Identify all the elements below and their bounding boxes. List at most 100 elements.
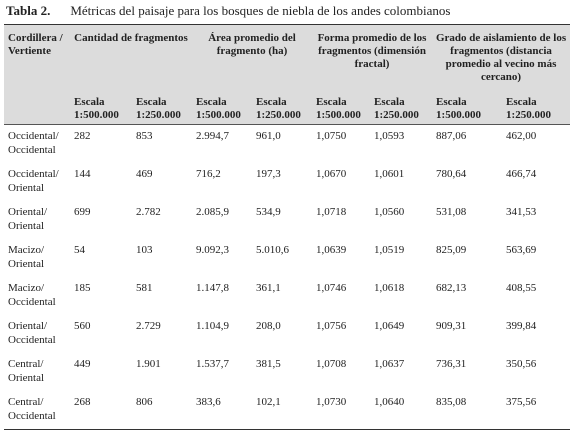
cell: 1,0718	[316, 206, 347, 218]
cell: 1,0730	[316, 396, 347, 408]
cell: 1,0519	[374, 244, 405, 256]
cell: 208,0	[256, 320, 281, 332]
cell: 534,9	[256, 206, 281, 218]
table-row: Central/ Occidental 268 806 383,6 102,1 1,073…	[4, 391, 571, 430]
cell: 399,84	[506, 320, 537, 332]
table-row: Oriental/ Occidental 560 2.729 1.104,9 208,0…	[4, 315, 570, 353]
subheader-cell: Escala 1:500.000	[432, 94, 503, 125]
cell: 2.085,9	[196, 206, 230, 218]
group-header: Forma promedio de los fragmentos (dimens…	[312, 24, 433, 94]
subheader-cell: Escala 1:250.000	[370, 94, 433, 125]
cell: 5.010,6	[256, 244, 290, 256]
cell: 909,31	[436, 320, 467, 332]
subheader-cell: Escala 1:500.000	[70, 94, 132, 125]
row-label: Occidental/ Occidental	[8, 130, 59, 156]
cell: 361,1	[256, 282, 281, 294]
cell: 54	[74, 244, 85, 256]
subheader: Escala 1:500.000	[196, 96, 241, 121]
cell: 282	[74, 130, 91, 142]
cell: 268	[74, 396, 91, 408]
cell: 102,1	[256, 396, 281, 408]
table-row: Macizo/ Occidental 185 581 1.147,8 361,1 1,07…	[4, 277, 570, 315]
cell: 1.147,8	[196, 282, 230, 294]
cell: 835,08	[436, 396, 467, 408]
caption-text: Métricas del paisaje para los bosques de…	[70, 3, 451, 18]
subheader-cell: Escala 1:250.000	[252, 94, 313, 125]
cell: 381,5	[256, 358, 281, 370]
subheader-cell: Escala 1:500.000	[312, 94, 371, 125]
group-header: Área promedio del fragmento (ha)	[192, 24, 313, 94]
cell: 1,0560	[374, 206, 405, 218]
data-table: Cordillera / Vertiente Cantidad de fragme…	[4, 24, 571, 430]
cell: 961,0	[256, 130, 281, 142]
cell: 716,2	[196, 168, 221, 180]
cell: 1.104,9	[196, 320, 230, 332]
cell: 1,0756	[316, 320, 347, 332]
cell: 1,0750	[316, 130, 347, 142]
cell: 144	[74, 168, 91, 180]
cell: 383,6	[196, 396, 221, 408]
cell: 350,56	[506, 358, 537, 370]
subheader: Escala 1:250.000	[256, 96, 301, 121]
subheader: Escala 1:250.000	[136, 96, 181, 121]
row-label: Central/ Oriental	[8, 358, 45, 384]
caption-label: Tabla 2.	[6, 3, 51, 18]
cell: 682,13	[436, 282, 467, 294]
subheader: Escala 1:500.000	[74, 96, 119, 121]
cell: 1.537,7	[196, 358, 230, 370]
cell: 736,31	[436, 358, 467, 370]
cell: 408,55	[506, 282, 537, 294]
cell: 466,74	[506, 168, 537, 180]
cell: 197,3	[256, 168, 281, 180]
cell: 449	[74, 358, 91, 370]
row-label: Oriental/ Occidental	[8, 320, 56, 346]
cell: 9.092,3	[196, 244, 230, 256]
cell: 1.901	[136, 358, 161, 370]
subheader: Escala 1:250.000	[374, 96, 419, 121]
cell: 563,69	[506, 244, 537, 256]
header-row: Cordillera / Vertiente Cantidad de fragme…	[4, 24, 571, 125]
cell: 1,0601	[374, 168, 405, 180]
row-label: Macizo/ Occidental	[8, 282, 56, 308]
cell: 825,09	[436, 244, 467, 256]
cell: 699	[74, 206, 91, 218]
cell: 1,0746	[316, 282, 347, 294]
cell: 1,0593	[374, 130, 405, 142]
cell: 1,0618	[374, 282, 405, 294]
cell: 185	[74, 282, 91, 294]
cell: 1,0640	[374, 396, 405, 408]
subheader-cell: Escala 1:250.000	[132, 94, 193, 125]
table-body: Occidental/ Occidental 282 853 2.994,7 961,0…	[4, 125, 571, 430]
subheader-row: Escala 1:500.000 Escala 1:250.000 Escala 1…	[4, 94, 571, 125]
cell: 2.994,7	[196, 130, 230, 142]
cell: 1,0639	[316, 244, 347, 256]
cell: 581	[136, 282, 153, 294]
cell: 2.782	[136, 206, 161, 218]
table-head: Cordillera / Vertiente Cantidad de fragme…	[4, 24, 571, 125]
row-label: Macizo/ Oriental	[8, 244, 45, 270]
cell: 560	[74, 320, 91, 332]
group-header: Cantidad de fragmentos	[70, 24, 193, 94]
cell: 887,06	[436, 130, 467, 142]
cell: 531,08	[436, 206, 467, 218]
cell: 1,0649	[374, 320, 405, 332]
table-row: Central/ Oriental 449 1.901 1.537,7 381,5 1,0…	[4, 353, 570, 391]
group-header: Grado de aislamiento de los fragmentos (…	[432, 24, 571, 94]
cell: 462,00	[506, 130, 537, 142]
subheader: Escala 1:500.000	[316, 96, 361, 121]
row-label: Central/ Occidental	[8, 396, 56, 422]
table-row: Occidental/ Occidental 282 853 2.994,7 961,0…	[4, 125, 570, 164]
cell: 1,0637	[374, 358, 405, 370]
row-label: Oriental/ Oriental	[8, 206, 48, 232]
table-row: Macizo/ Oriental 54 103 9.092,3 5.010,6 1,063…	[4, 239, 570, 277]
cell: 780,64	[436, 168, 467, 180]
cell: 341,53	[506, 206, 537, 218]
cell: 103	[136, 244, 153, 256]
table-row: Occidental/ Oriental 144 469 716,2 197,3 1,06…	[4, 163, 570, 201]
subheader: Escala 1:250.000	[506, 96, 551, 121]
table-caption: Tabla 2. Métricas del paisaje para los bo…	[6, 3, 450, 19]
subheader-cell: Escala 1:250.000	[502, 94, 571, 125]
group-header: Cordillera / Vertiente	[4, 24, 70, 125]
cell: 2.729	[136, 320, 161, 332]
cell: 375,56	[506, 396, 537, 408]
